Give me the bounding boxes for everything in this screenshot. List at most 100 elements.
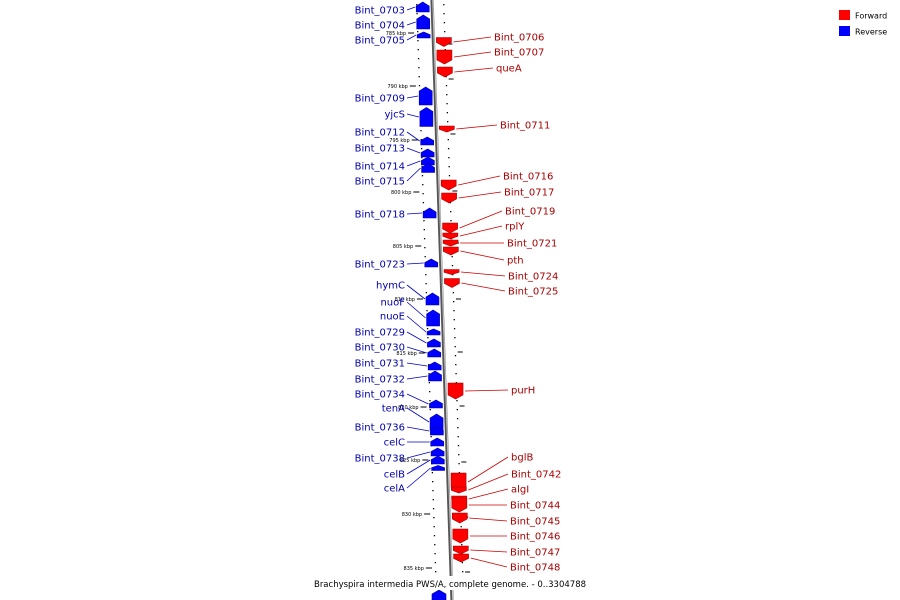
forward-gene-arrow[interactable]	[451, 497, 468, 513]
forward-gene[interactable]: Bint_0746	[452, 528, 560, 544]
forward-gene-label: Bint_0716	[503, 172, 553, 183]
reverse-gene-label: nuoF	[380, 298, 405, 309]
reverse-gene-arrow[interactable]	[429, 399, 443, 409]
forward-gene-label: Bint_0719	[505, 207, 555, 218]
forward-gene-arrow[interactable]	[453, 545, 469, 555]
reverse-gene-arrow[interactable]	[431, 465, 445, 471]
reverse-gene-arrow[interactable]	[426, 328, 441, 336]
reverse-gene[interactable]: Bint_0729	[355, 328, 441, 348]
forward-gene[interactable]: Bint_0716	[440, 172, 553, 191]
forward-gene-arrow[interactable]	[443, 269, 460, 275]
forward-gene-arrow[interactable]	[442, 239, 459, 247]
forward-gene[interactable]: Bint_0747	[453, 545, 560, 559]
forward-gene[interactable]: Bint_0745	[451, 512, 560, 528]
reverse-gene-arrow[interactable]	[427, 348, 442, 358]
genome-caption: Brachyspira intermedia PWS/A, complete g…	[314, 580, 586, 590]
reverse-gene-arrow[interactable]	[430, 426, 444, 436]
reverse-gene-arrow[interactable]	[427, 338, 441, 348]
reverse-gene-arrow[interactable]	[415, 1, 430, 13]
reverse-gene[interactable]: Bint_0704	[355, 14, 431, 32]
reverse-gene-arrow[interactable]	[431, 455, 445, 465]
forward-gene-arrow[interactable]	[437, 66, 453, 78]
reverse-gene-arrow[interactable]	[427, 361, 442, 371]
position-tick-label: 785 kbp	[386, 31, 406, 37]
forward-gene-arrow[interactable]	[447, 382, 464, 400]
forward-gene[interactable]: Bint_0721	[442, 239, 557, 250]
forward-gene[interactable]: Bint_0717	[441, 188, 555, 204]
reverse-gene-arrow[interactable]	[425, 292, 440, 306]
reverse-gene-arrow[interactable]	[430, 447, 445, 457]
reverse-gene[interactable]: nuoF	[380, 298, 440, 327]
reverse-gene-arrow[interactable]	[428, 370, 442, 382]
reverse-gene-arrow[interactable]	[416, 14, 431, 30]
forward-gene-label: bglB	[511, 453, 533, 464]
reverse-gene[interactable]: tenA	[382, 404, 444, 431]
reverse-gene-arrow[interactable]	[426, 309, 440, 327]
reverse-gene[interactable]: Bint_0730	[355, 343, 442, 358]
reverse-gene[interactable]: Bint_0736	[355, 423, 444, 436]
reverse-gene[interactable]: Bint_0712	[355, 128, 435, 146]
forward-gene-arrow[interactable]	[442, 232, 459, 240]
reverse-gene-arrow[interactable]	[420, 148, 435, 158]
reverse-gene-arrow[interactable]	[419, 107, 434, 127]
forward-gene-arrow[interactable]	[442, 222, 458, 234]
forward-gene[interactable]: pth	[443, 246, 524, 267]
reverse-gene[interactable]: Bint_0705	[355, 31, 431, 47]
reverse-gene-arrow[interactable]	[421, 163, 435, 173]
reverse-gene[interactable]: celC	[384, 437, 445, 449]
reverse-gene[interactable]: Bint_0715	[355, 163, 435, 188]
forward-strand-genes: Bint_0706 Bint_0707 queA Bint_0711 Bint_0716…	[436, 33, 561, 574]
forward-gene-arrow[interactable]	[440, 179, 457, 191]
forward-gene-arrow[interactable]	[452, 528, 469, 544]
reverse-gene[interactable]: Bint_0718	[355, 207, 437, 221]
forward-gene[interactable]: Bint_0748	[453, 553, 561, 574]
reverse-gene[interactable]: nuoE	[380, 312, 441, 336]
forward-gene[interactable]: queA	[437, 64, 522, 78]
forward-gene[interactable]: Bint_0719	[442, 207, 556, 234]
forward-gene[interactable]: Bint_0707	[436, 48, 544, 65]
forward-gene[interactable]: Bint_0725	[444, 278, 558, 298]
position-tick-label: 810 kbp	[395, 297, 415, 303]
reverse-gene-arrow[interactable]	[431, 589, 447, 600]
reverse-gene[interactable]: Bint_0732	[355, 370, 442, 386]
forward-gene-label: Bint_0711	[500, 121, 550, 132]
forward-gene[interactable]: Bint_0742	[451, 470, 561, 494]
forward-gene[interactable]: Bint_0724	[443, 269, 558, 283]
forward-gene-label: pth	[507, 256, 524, 267]
reverse-gene-arrow[interactable]	[422, 207, 437, 219]
reverse-gene[interactable]: hymC	[376, 281, 440, 306]
forward-gene-arrow[interactable]	[451, 486, 467, 494]
reverse-gene-arrow[interactable]	[420, 136, 435, 146]
reverse-gene[interactable]: Bint_0709	[355, 86, 433, 106]
forward-gene[interactable]: Bint_0706	[436, 33, 544, 47]
forward-gene-arrow[interactable]	[436, 37, 452, 47]
reverse-gene-arrow[interactable]	[430, 437, 445, 447]
reverse-gene-arrow[interactable]	[424, 258, 439, 268]
reverse-gene[interactable]: Bint_0713	[355, 144, 435, 158]
forward-gene-arrow[interactable]	[443, 246, 459, 256]
forward-gene-arrow[interactable]	[451, 512, 468, 524]
reverse-gene[interactable]: yjcS	[384, 107, 434, 127]
forward-gene-arrow[interactable]	[436, 49, 453, 65]
forward-gene[interactable]: Bint_0711	[438, 121, 550, 133]
forward-gene[interactable]: Bint_0744	[451, 497, 561, 513]
forward-gene-arrow[interactable]	[444, 278, 460, 288]
forward-gene-arrow[interactable]	[438, 125, 455, 133]
forward-gene-arrow[interactable]	[453, 553, 469, 563]
reverse-gene-arrow[interactable]	[421, 156, 435, 166]
reverse-gene[interactable]: Bint_0731	[355, 359, 442, 371]
forward-gene[interactable]: bglB	[450, 453, 533, 492]
reverse-gene[interactable]: Bint_0703	[355, 1, 430, 17]
reverse-gene[interactable]: Bint_0738	[355, 447, 445, 465]
reverse-gene-arrow[interactable]	[416, 31, 431, 39]
reverse-gene[interactable]: celB	[384, 455, 445, 481]
reverse-gene[interactable]: Bint_0734	[355, 390, 443, 409]
forward-gene[interactable]: rplY	[442, 222, 525, 240]
reverse-gene-arrow[interactable]	[418, 86, 433, 106]
forward-gene-arrow[interactable]	[441, 192, 457, 204]
reverse-gene[interactable]: celA	[384, 465, 445, 495]
reverse-gene[interactable]: Bint_0723	[355, 258, 439, 271]
position-tick-label: 815 kbp	[396, 351, 416, 357]
reverse-gene[interactable]: Bint_0714	[355, 156, 435, 173]
forward-gene[interactable]: purH	[447, 382, 535, 400]
